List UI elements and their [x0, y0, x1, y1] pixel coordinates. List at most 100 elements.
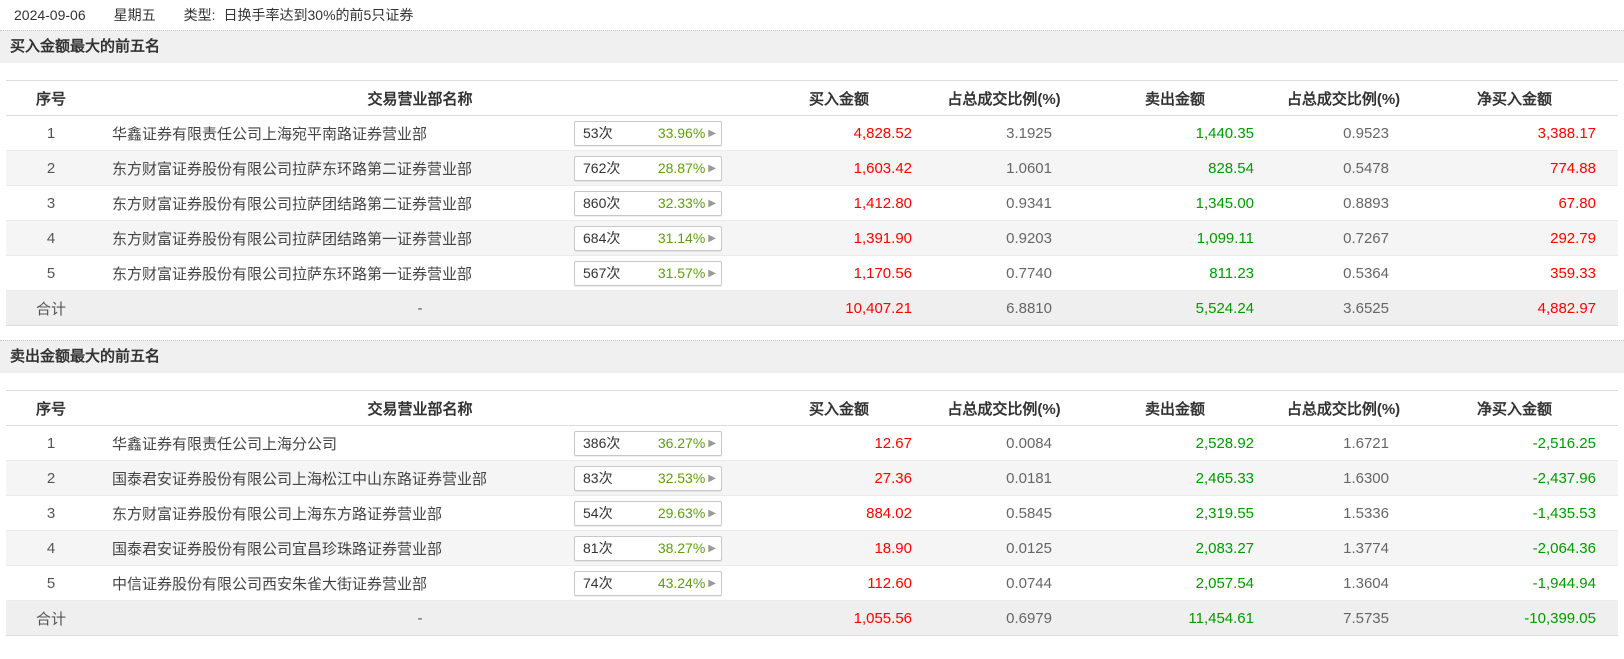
row-index: 1 [6, 425, 96, 461]
sell-ratio: 0.9523 [1276, 115, 1411, 151]
row-index: 3 [6, 185, 96, 221]
sell-amount: 1,099.11 [1074, 220, 1276, 256]
arrow-right-icon: ▶ [708, 542, 716, 554]
buy-table: 序号 交易营业部名称 买入金额 占总成交比例(%) 卖出金额 占总成交比例(%)… [6, 80, 1618, 326]
department-cell: 国泰君安证券股份有限公司上海松江中山东路证券营业部 83次 32.53% ▶ [96, 460, 744, 496]
department-name: 东方财富证券股份有限公司拉萨东环路第一证券营业部 [112, 265, 473, 283]
trade-count-badge[interactable]: 762次 28.87% ▶ [574, 155, 722, 181]
trade-count-badge[interactable]: 860次 32.33% ▶ [574, 190, 722, 216]
trade-count-badge[interactable]: 81次 38.27% ▶ [574, 535, 722, 561]
sell-ratio: 0.5478 [1276, 150, 1411, 186]
department-cell: 东方财富证券股份有限公司拉萨团结路第二证券营业部 860次 32.33% ▶ [96, 185, 744, 221]
buy-ratio: 0.0744 [934, 565, 1074, 601]
trade-count-badge[interactable]: 53次 33.96% ▶ [574, 120, 722, 146]
win-rate-percent: 33.96% [657, 125, 706, 141]
appearance-count: 567次 [583, 265, 621, 281]
department-name: 东方财富证券股份有限公司拉萨团结路第二证券营业部 [112, 195, 473, 213]
department-cell: 东方财富证券股份有限公司上海东方路证券营业部 54次 29.63% ▶ [96, 495, 744, 531]
buy-ratio: 0.5845 [934, 495, 1074, 531]
trade-count-badge[interactable]: 684次 31.14% ▶ [574, 225, 722, 251]
department-name: 华鑫证券有限责任公司上海分公司 [112, 435, 338, 453]
win-rate-percent: 32.33% [657, 195, 706, 211]
department-cell: 华鑫证券有限责任公司上海分公司 386次 36.27% ▶ [96, 425, 744, 461]
department-cell: 国泰君安证券股份有限公司宜昌珍珠路证券营业部 81次 38.27% ▶ [96, 530, 744, 566]
col-buy-amount: 买入金额 [744, 80, 934, 116]
row-index: 5 [6, 565, 96, 601]
win-rate-percent: 28.87% [657, 160, 706, 176]
total-buy-amount: 1,055.56 [744, 600, 934, 636]
row-index: 4 [6, 220, 96, 256]
arrow-right-icon: ▶ [708, 197, 716, 209]
col-net-amount: 净买入金额 [1411, 390, 1618, 426]
sell-amount: 811.23 [1074, 255, 1276, 291]
arrow-right-icon: ▶ [708, 162, 716, 174]
net-buy-amount: -1,944.94 [1411, 565, 1618, 601]
arrow-right-icon: ▶ [708, 577, 716, 589]
col-department: 交易营业部名称 [96, 390, 744, 426]
row-index: 4 [6, 530, 96, 566]
buy-section-title: 买入金额最大的前五名 [0, 30, 1624, 63]
total-buy-amount: 10,407.21 [744, 290, 934, 326]
total-sell-amount: 11,454.61 [1074, 600, 1276, 636]
appearance-count: 83次 [583, 470, 613, 486]
table-row: 5 中信证券股份有限公司西安朱雀大街证券营业部 74次 43.24% ▶ 112.60 0.… [6, 565, 1618, 601]
col-sell-amount: 卖出金额 [1074, 80, 1276, 116]
net-buy-amount: -2,064.36 [1411, 530, 1618, 566]
total-label: 合计 [6, 290, 96, 326]
buy-amount: 1,391.90 [744, 220, 934, 256]
buy-ratio: 0.7740 [934, 255, 1074, 291]
table-row: 2 国泰君安证券股份有限公司上海松江中山东路证券营业部 83次 32.53% ▶ 27.3… [6, 460, 1618, 496]
row-index: 2 [6, 150, 96, 186]
net-buy-amount: 359.33 [1411, 255, 1618, 291]
win-rate-percent: 32.53% [657, 470, 706, 486]
buy-ratio: 0.9341 [934, 185, 1074, 221]
buy-amount: 18.90 [744, 530, 934, 566]
sell-ratio: 1.3604 [1276, 565, 1411, 601]
sell-amount: 828.54 [1074, 150, 1276, 186]
buy-table-header-row: 序号 交易营业部名称 买入金额 占总成交比例(%) 卖出金额 占总成交比例(%)… [6, 80, 1618, 116]
win-rate-percent: 31.57% [657, 265, 706, 281]
sell-ratio: 1.5336 [1276, 495, 1411, 531]
department-name: 国泰君安证券股份有限公司宜昌珍珠路证券营业部 [112, 540, 443, 558]
trade-count-badge[interactable]: 386次 36.27% ▶ [574, 430, 722, 456]
row-index: 2 [6, 460, 96, 496]
buy-amount: 12.67 [744, 425, 934, 461]
win-rate-percent: 36.27% [657, 435, 706, 451]
arrow-right-icon: ▶ [708, 267, 716, 279]
table-row: 2 东方财富证券股份有限公司拉萨东环路第二证券营业部 762次 28.87% ▶ 1,60… [6, 150, 1618, 186]
appearance-count: 860次 [583, 195, 621, 211]
arrow-right-icon: ▶ [708, 507, 716, 519]
sell-amount: 2,057.54 [1074, 565, 1276, 601]
sell-table-header-row: 序号 交易营业部名称 买入金额 占总成交比例(%) 卖出金额 占总成交比例(%)… [6, 390, 1618, 426]
trade-count-badge[interactable]: 567次 31.57% ▶ [574, 260, 722, 286]
sell-ratio: 0.8893 [1276, 185, 1411, 221]
win-rate-percent: 29.63% [657, 505, 706, 521]
net-buy-amount: -2,516.25 [1411, 425, 1618, 461]
department-name: 东方财富证券股份有限公司拉萨东环路第二证券营业部 [112, 160, 473, 178]
total-name-placeholder: - [96, 290, 744, 326]
sell-ratio: 1.6721 [1276, 425, 1411, 461]
buy-amount: 112.60 [744, 565, 934, 601]
trade-count-badge[interactable]: 83次 32.53% ▶ [574, 465, 722, 491]
sell-amount: 2,083.27 [1074, 530, 1276, 566]
net-buy-amount: 3,388.17 [1411, 115, 1618, 151]
buy-amount: 1,170.56 [744, 255, 934, 291]
col-sell-ratio: 占总成交比例(%) [1276, 390, 1411, 426]
sell-amount: 1,440.35 [1074, 115, 1276, 151]
sell-amount: 2,465.33 [1074, 460, 1276, 496]
total-label: 合计 [6, 600, 96, 636]
trade-count-badge[interactable]: 74次 43.24% ▶ [574, 570, 722, 596]
buy-amount: 884.02 [744, 495, 934, 531]
col-buy-ratio: 占总成交比例(%) [934, 80, 1074, 116]
sell-amount: 2,528.92 [1074, 425, 1276, 461]
table-row: 3 东方财富证券股份有限公司拉萨团结路第二证券营业部 860次 32.33% ▶ 1,41… [6, 185, 1618, 221]
sell-ratio: 1.6300 [1276, 460, 1411, 496]
department-cell: 中信证券股份有限公司西安朱雀大街证券营业部 74次 43.24% ▶ [96, 565, 744, 601]
appearance-count: 54次 [583, 505, 613, 521]
trade-count-badge[interactable]: 54次 29.63% ▶ [574, 500, 722, 526]
row-index: 3 [6, 495, 96, 531]
total-sell-amount: 5,524.24 [1074, 290, 1276, 326]
sell-amount: 1,345.00 [1074, 185, 1276, 221]
buy-ratio: 0.0181 [934, 460, 1074, 496]
win-rate-percent: 38.27% [657, 540, 706, 556]
